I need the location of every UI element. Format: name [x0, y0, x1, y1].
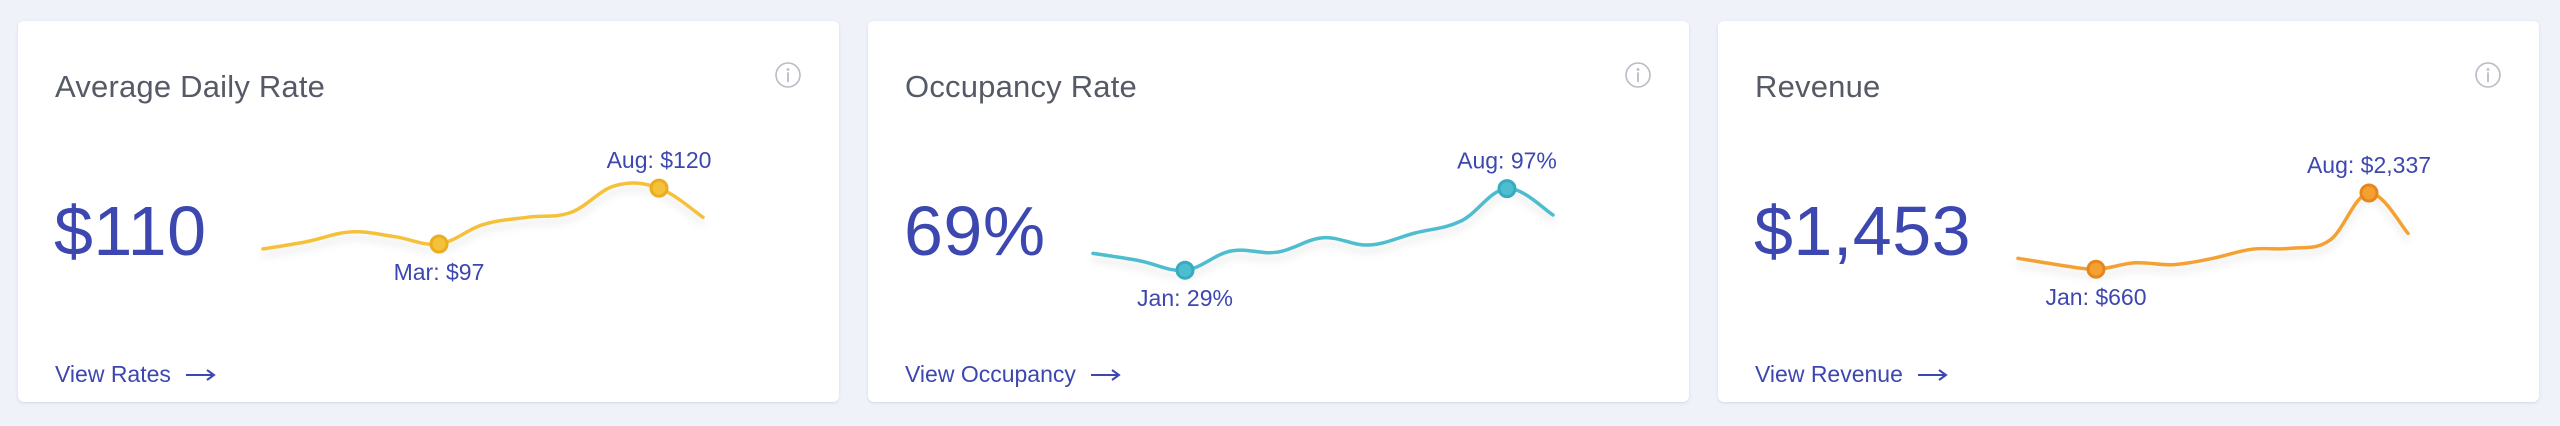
- sparkline-path: [2016, 191, 2410, 271]
- low-point-marker: [1175, 260, 1195, 280]
- card-average-daily-rate: Average Daily Rate $110 Aug: $120 Mar: $9…: [18, 21, 839, 402]
- card-title: Occupancy Rate: [905, 69, 1137, 104]
- arrow-right-icon: [1090, 368, 1121, 381]
- sparkline-path: [1091, 186, 1555, 273]
- link-label: View Rates: [55, 361, 171, 387]
- arrow-right-icon: [185, 368, 216, 381]
- view-revenue-link[interactable]: View Revenue: [1755, 361, 1949, 388]
- sparkline-path: [261, 181, 705, 251]
- high-point-label: Aug: 97%: [1457, 148, 1557, 174]
- high-point-label: Aug: $2,337: [2307, 152, 2431, 178]
- high-point-marker: [649, 178, 669, 198]
- kpi-value: 69%: [904, 192, 1046, 270]
- card-occupancy-rate: Occupancy Rate 69% Aug: 97% Jan: 29% View…: [868, 21, 1689, 402]
- info-icon[interactable]: [2474, 61, 2502, 89]
- view-occupancy-link[interactable]: View Occupancy: [905, 361, 1122, 388]
- link-label: View Occupancy: [905, 361, 1076, 387]
- kpi-value: $1,453: [1754, 192, 1972, 270]
- kpi-value: $110: [54, 192, 207, 270]
- low-point-marker: [429, 234, 449, 254]
- low-point-marker: [2086, 259, 2106, 279]
- high-point-marker: [1497, 179, 1517, 199]
- high-point-label: Aug: $120: [607, 147, 712, 173]
- high-point-marker: [2359, 183, 2379, 203]
- info-icon[interactable]: [1624, 61, 1652, 89]
- link-label: View Revenue: [1755, 361, 1903, 387]
- card-title: Revenue: [1755, 69, 1881, 104]
- card-title: Average Daily Rate: [55, 69, 326, 104]
- card-revenue: Revenue $1,453 Aug: $2,337 Jan: $660 View…: [1718, 21, 2539, 402]
- low-point-label: Jan: 29%: [1137, 285, 1233, 311]
- view-rates-link[interactable]: View Rates: [55, 361, 217, 388]
- low-point-label: Mar: $97: [394, 259, 485, 285]
- arrow-right-icon: [1917, 368, 1948, 381]
- low-point-label: Jan: $660: [2045, 284, 2146, 310]
- info-icon[interactable]: [774, 61, 802, 89]
